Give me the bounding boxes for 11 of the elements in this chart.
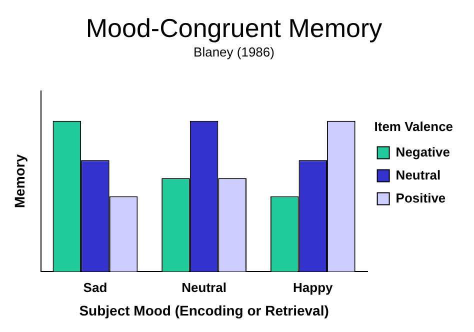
legend-label: Negative: [396, 144, 450, 160]
x-axis-title: Subject Mood (Encoding or Retrieval): [79, 302, 329, 318]
x-tick-label: Sad: [83, 280, 108, 295]
x-tick-label: Happy: [293, 280, 334, 295]
legend-label: Neutral: [396, 167, 441, 182]
x-tick-label: Neutral: [182, 280, 226, 295]
legend-label: Positive: [396, 190, 446, 206]
y-axis-title: Memory: [11, 154, 28, 208]
chart-title: Mood-Congruent Memory: [86, 12, 382, 43]
legend-title: Item Valence: [374, 118, 454, 134]
chart-subtitle: Blaney (1986): [194, 44, 274, 60]
